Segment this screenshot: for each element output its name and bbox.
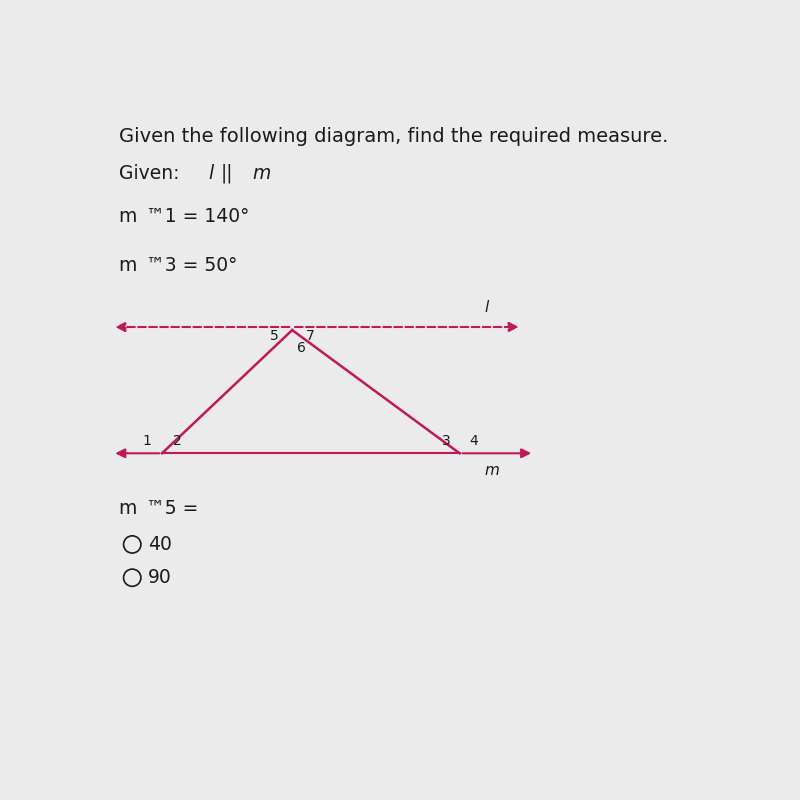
Text: 7: 7 — [306, 330, 314, 343]
Text: 6: 6 — [297, 341, 306, 354]
Text: 1: 1 — [142, 434, 151, 448]
Text: 40: 40 — [148, 535, 172, 554]
Text: m: m — [118, 256, 137, 275]
Text: ™5 =: ™5 = — [146, 499, 199, 518]
Text: 90: 90 — [148, 568, 172, 587]
Text: 3: 3 — [442, 434, 450, 448]
Text: m: m — [118, 207, 137, 226]
Text: Given:: Given: — [118, 164, 185, 182]
Text: m: m — [118, 499, 137, 518]
Text: ™3 = 50°: ™3 = 50° — [146, 256, 238, 275]
Text: m: m — [485, 462, 499, 478]
Text: l: l — [209, 164, 214, 182]
Text: 2: 2 — [173, 434, 182, 448]
Text: ||: || — [221, 164, 234, 183]
Text: l: l — [485, 300, 489, 314]
Text: 4: 4 — [469, 434, 478, 448]
Text: ™1 = 140°: ™1 = 140° — [146, 207, 250, 226]
Text: m: m — [252, 164, 270, 182]
Text: Given the following diagram, find the required measure.: Given the following diagram, find the re… — [118, 127, 668, 146]
Text: 5: 5 — [270, 330, 278, 343]
